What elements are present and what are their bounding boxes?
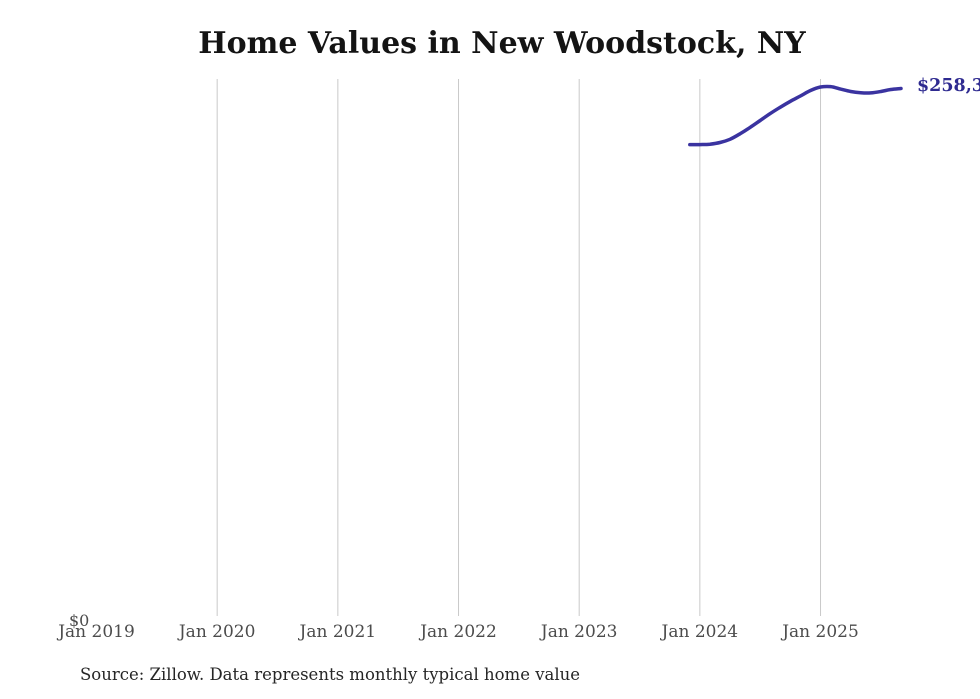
latest-value-label: $258,370 xyxy=(917,75,980,96)
x-tick-label-2024: Jan 2024 xyxy=(661,622,739,642)
home-value-line xyxy=(688,84,903,147)
x-tick-label-2025: Jan 2025 xyxy=(782,622,859,642)
x-tick-label-2020: Jan 2020 xyxy=(178,622,256,642)
year-gridlines xyxy=(216,79,822,616)
chart-title: Home Values in New Woodstock, NY xyxy=(198,26,806,61)
y-axis-zero-label: $0 xyxy=(69,611,90,630)
x-tick-label-2022: Jan 2022 xyxy=(420,622,497,642)
x-tick-label-2023: Jan 2023 xyxy=(540,622,618,642)
x-tick-label-2019: Jan 2019 xyxy=(58,622,135,642)
x-tick-label-2021: Jan 2021 xyxy=(299,622,377,642)
source-note: Source: Zillow. Data represents monthly … xyxy=(80,665,581,684)
